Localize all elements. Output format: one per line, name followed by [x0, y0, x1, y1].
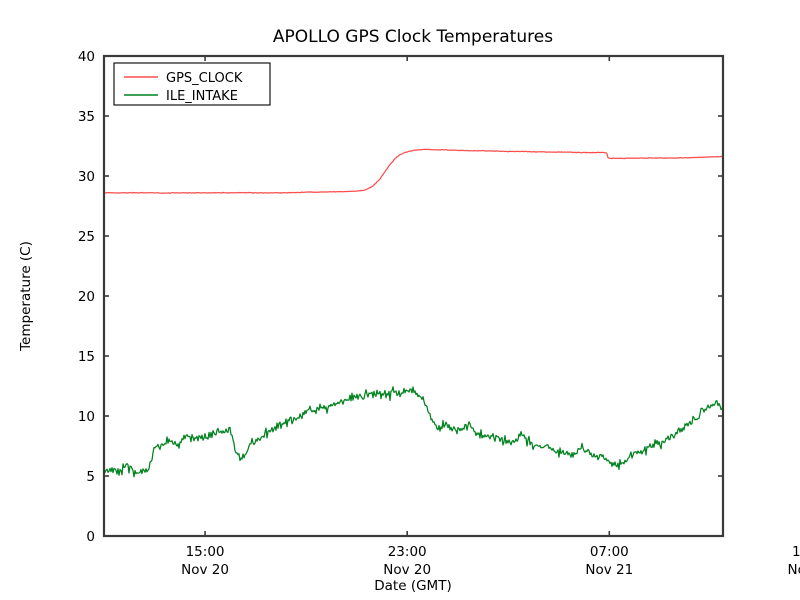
legend-label-gps-clock: GPS_CLOCK	[166, 71, 243, 86]
x-tick-label-date: Nov 21	[788, 562, 800, 578]
y-tick-label: 40	[78, 49, 95, 65]
series-group	[103, 148, 724, 478]
plot-area-background	[104, 56, 723, 536]
series-line-gps-clock	[103, 148, 724, 195]
legend[interactable]: GPS_CLOCK ILE_INTAKE	[113, 62, 271, 106]
y-tick-label: 20	[78, 289, 95, 305]
tick-marks	[104, 55, 723, 537]
y-tick-label: 15	[78, 349, 95, 365]
chart-title: APOLLO GPS Clock Temperatures	[273, 27, 553, 47]
y-tick-label: 30	[78, 169, 95, 185]
x-tick-label-date: Nov 20	[383, 562, 431, 578]
x-tick-label-date: Nov 21	[585, 562, 633, 578]
x-tick-label-time: 23:00	[388, 544, 427, 560]
y-tick-label: 35	[78, 109, 95, 125]
y-tick-label: 5	[86, 469, 95, 485]
series-line-ile-intake	[103, 386, 724, 478]
x-tick-labels: 15:00 Nov 20 23:00 Nov 20 07:00 Nov 21 15:00 No…	[181, 544, 800, 578]
y-axis-label: Temperature (C)	[18, 241, 34, 352]
x-tick-label-time: 15:00	[792, 544, 800, 560]
x-tick-label-time: 15:00	[186, 544, 225, 560]
y-tick-labels: 0 5 10 15 20 25 30 35 40	[78, 49, 95, 545]
legend-label-ile-intake: ILE_INTAKE	[166, 89, 238, 104]
x-axis-label: Date (GMT)	[374, 578, 451, 594]
y-tick-label: 0	[86, 529, 95, 545]
y-tick-label: 25	[78, 229, 95, 245]
y-tick-label: 10	[78, 409, 95, 425]
x-tick-label-time: 07:00	[590, 544, 629, 560]
legend-frame	[113, 62, 271, 106]
x-tick-label-date: Nov 20	[181, 562, 229, 578]
